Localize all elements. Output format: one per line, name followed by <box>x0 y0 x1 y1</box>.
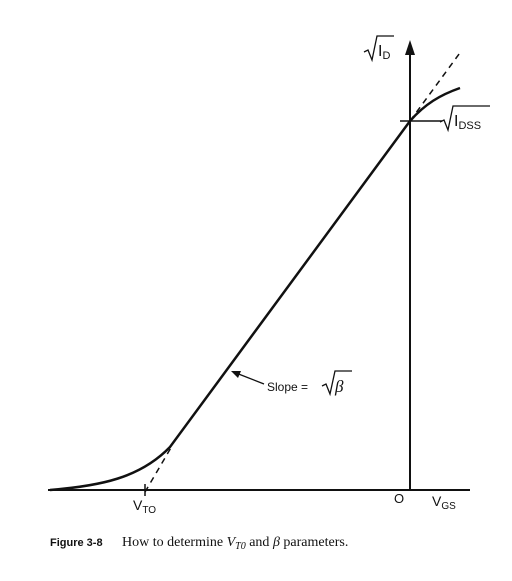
y-axis-arrow <box>405 40 415 55</box>
annotation-arrow <box>235 372 265 385</box>
text-part: Slope = <box>267 380 311 394</box>
text-part: How to determine <box>122 535 227 550</box>
extrapolation-low <box>144 445 173 493</box>
annotation-symbol: β <box>334 377 344 396</box>
text-part: I <box>378 43 382 60</box>
radical <box>321 370 352 397</box>
idss-label: IDSS <box>454 113 481 132</box>
text-part: and <box>246 535 273 550</box>
annotation-arrowhead <box>231 371 241 378</box>
extrapolation-high <box>409 49 463 122</box>
text-part: I <box>454 113 458 130</box>
text-part: parameters. <box>280 535 348 550</box>
text-part: V <box>133 497 143 513</box>
text-part: β <box>272 535 280 550</box>
annotation: Slope = <box>267 380 311 394</box>
text-part: DSS <box>458 120 481 132</box>
transfer-curve <box>49 86 461 492</box>
caption-number: Figure 3-8 <box>50 537 103 549</box>
vto-label: VTO <box>133 497 156 516</box>
text-part: D <box>382 50 390 62</box>
radical <box>439 105 490 133</box>
origin-label: O <box>394 491 404 506</box>
text-part: GS <box>441 501 456 512</box>
text-part: T0 <box>235 541 246 552</box>
caption: How to determine VT0 and β parameters. <box>122 535 348 552</box>
text-part: TO <box>142 505 156 516</box>
text-part: V <box>227 535 237 550</box>
text-part: V <box>432 493 442 509</box>
y-axis-label: ID <box>378 43 390 62</box>
x-axis-label: VGS <box>432 493 456 512</box>
radical <box>363 35 394 63</box>
